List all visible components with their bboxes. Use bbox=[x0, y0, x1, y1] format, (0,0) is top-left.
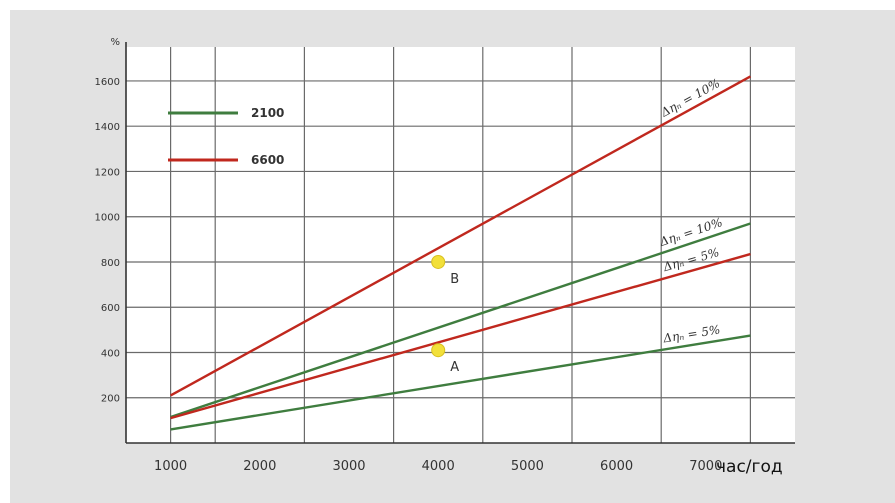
y-tick-label: 600 bbox=[101, 303, 120, 314]
x-tick-label: 5000 bbox=[511, 459, 544, 474]
point-a-marker bbox=[431, 343, 446, 358]
point-a-label: A bbox=[450, 360, 459, 375]
x-tick-label: 7000 bbox=[689, 459, 722, 474]
y-tick-label: 1000 bbox=[95, 213, 120, 224]
chart-panel: 200 400 600 800 1000 1200 1400 1600% 1000 2000 300… bbox=[10, 10, 895, 503]
x-tick-label: 1000 bbox=[154, 459, 187, 474]
x-tick-label: 2000 bbox=[243, 459, 276, 474]
y-tick-label: 1400 bbox=[95, 122, 120, 133]
y-axis-label: % bbox=[110, 37, 120, 48]
line-chart: 200 400 600 800 1000 1200 1400 1600% 1000 2000 300… bbox=[95, 37, 795, 477]
point-b-label: B bbox=[450, 272, 459, 287]
series-line-4 bbox=[170, 334, 751, 431]
y-tick-label: 200 bbox=[101, 394, 120, 405]
series-line-3 bbox=[170, 252, 751, 420]
y-tick-label: 800 bbox=[101, 258, 120, 269]
series-line-1 bbox=[170, 75, 751, 397]
x-tick-label: 3000 bbox=[332, 459, 365, 474]
point-b-marker bbox=[431, 254, 446, 269]
legend-label-6600: 6600 bbox=[251, 153, 284, 167]
y-tick-label: 1200 bbox=[95, 167, 120, 178]
y-tick-label: 1600 bbox=[95, 77, 120, 88]
series-line-2 bbox=[170, 222, 751, 419]
x-axis-label: час/год bbox=[716, 457, 783, 477]
x-tick-label: 6000 bbox=[600, 459, 633, 474]
y-tick-label: 400 bbox=[101, 348, 120, 359]
x-tick-label: 4000 bbox=[422, 459, 455, 474]
legend-label-2100: 2100 bbox=[251, 106, 284, 120]
